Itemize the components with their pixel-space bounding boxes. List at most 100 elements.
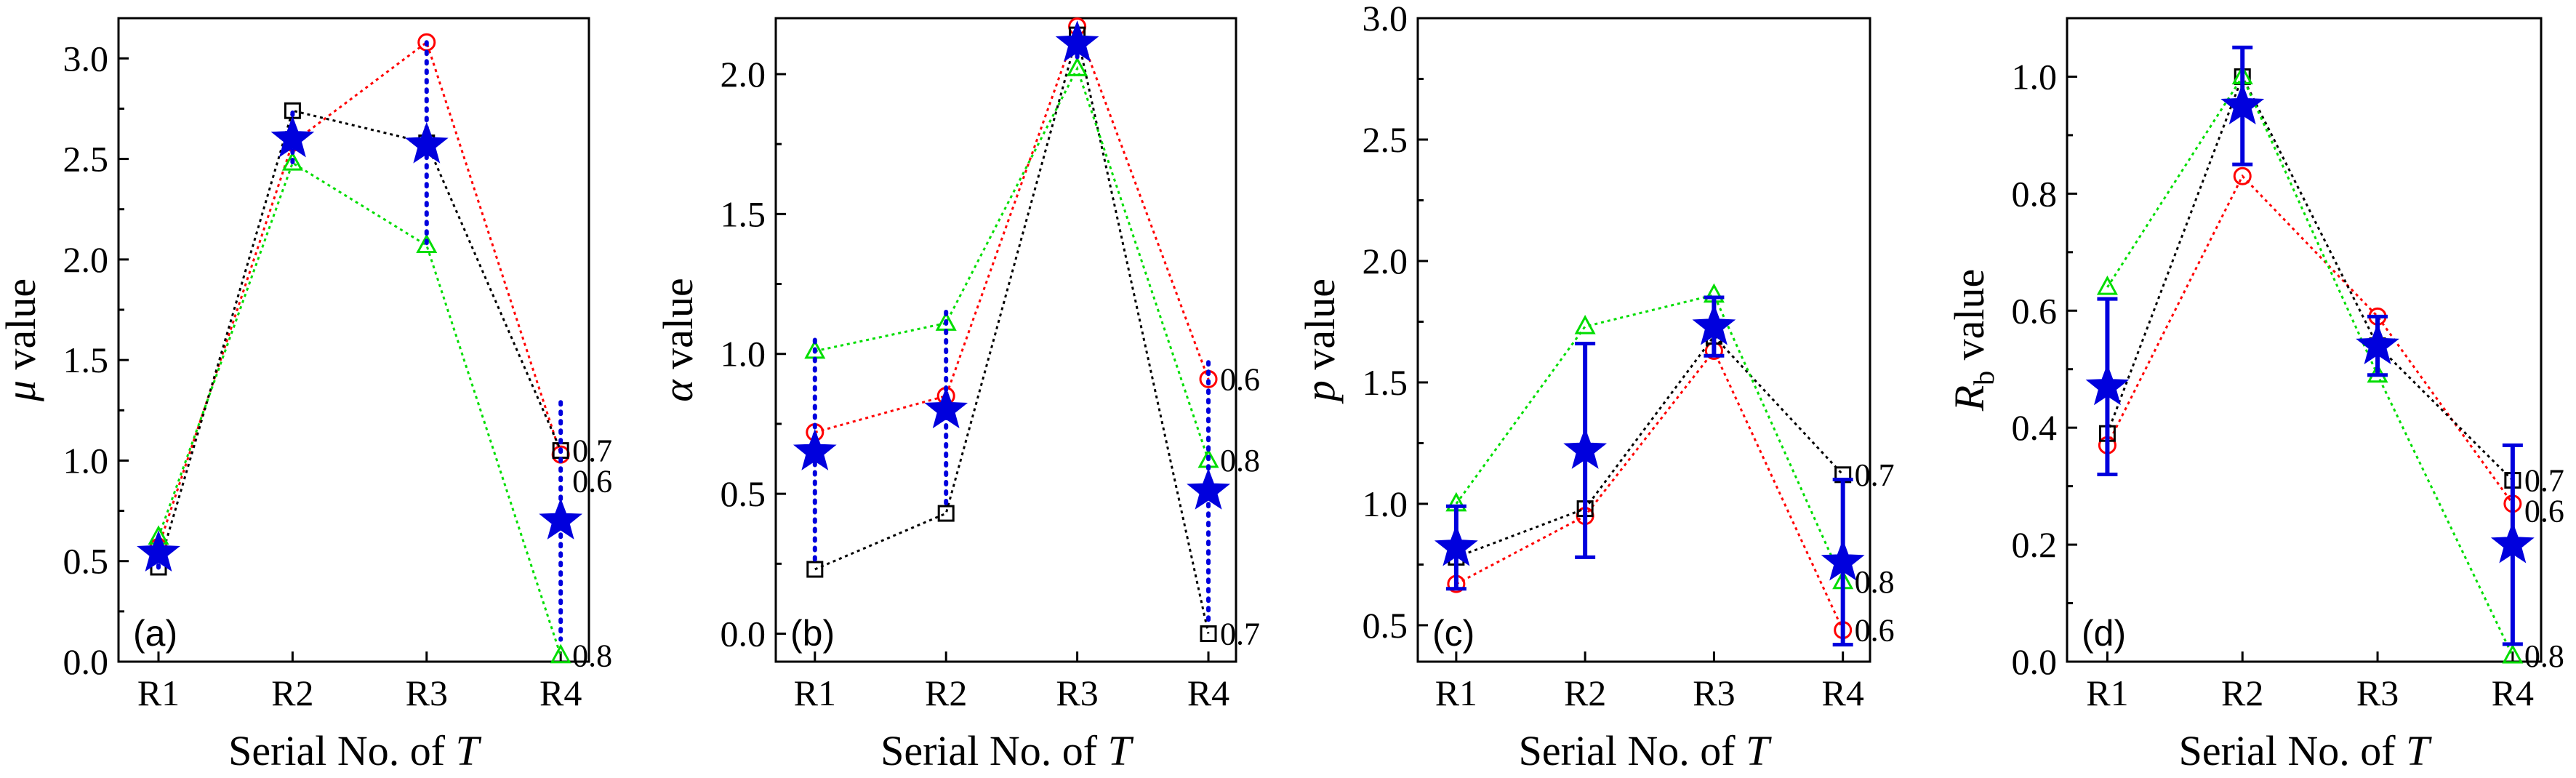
mean-star [1055, 20, 1099, 63]
y-tick-label: 0.0 [63, 641, 109, 682]
mean-star [2356, 323, 2399, 364]
y-axis-title: Rb value [1946, 269, 2000, 412]
x-axis-title: Serial No. of T [228, 727, 482, 774]
point-0.6 [2233, 167, 2252, 185]
mean-star [2085, 364, 2130, 406]
x-axis-title: Serial No. of T [1519, 727, 1773, 774]
mean-star [1434, 524, 1478, 566]
panel-2: 0.0 0.5 1.0 1.5 2.0 R1 R2 R3 R4 Serial No. of T α … [654, 17, 1260, 774]
series-end-label: 0.7 [572, 433, 612, 469]
mean-star [404, 121, 449, 164]
y-tick-label: 3.0 [1363, 0, 1408, 39]
series-line-0.8 [2106, 74, 2514, 657]
y-tick-label: 0.2 [2012, 524, 2058, 565]
series-line-0.6 [2106, 174, 2514, 505]
panel-label: (a) [133, 613, 177, 654]
series-end-label: 0.8 [1220, 443, 1260, 478]
x-tick-label: R4 [1187, 673, 1229, 713]
x-tick-label: R4 [2492, 673, 2534, 713]
x-tick-label: R1 [137, 673, 180, 713]
panel-label: (d) [2082, 613, 2126, 654]
mean-star [1187, 468, 1230, 510]
panel-1: 0.0 0.5 1.0 1.5 2.0 2.5 3.0 R1 R2 R3 R4 Serial No. … [0, 17, 612, 774]
x-tick-label: R2 [2221, 673, 2263, 713]
y-tick-label: 1.0 [2012, 56, 2058, 97]
mean-star [1821, 539, 1865, 581]
series-line-0.7 [2106, 73, 2513, 481]
y-tick-label: 0.0 [721, 614, 766, 654]
series-line-0.8 [157, 161, 562, 657]
y-tick-label: 0.5 [1363, 605, 1408, 646]
y-tick-label: 1.0 [721, 334, 766, 374]
x-tick-label: R1 [794, 673, 836, 713]
series-end-label: 0.8 [572, 638, 612, 674]
plot-frame [774, 17, 1237, 663]
x-axis-title: Serial No. of T [2179, 727, 2433, 774]
panel-label: (c) [1432, 613, 1474, 654]
y-tick-label: 0.5 [721, 473, 766, 514]
point-0.8 [2096, 275, 2118, 295]
point-0.8 [1067, 57, 1088, 76]
series-line-0.7 [157, 109, 562, 568]
x-tick-label: R2 [1564, 673, 1606, 713]
y-tick-label: 1.0 [63, 440, 109, 481]
series-line-0.6 [1456, 348, 1845, 631]
y-tick-label: 2.0 [1363, 241, 1408, 281]
point-0.8 [1574, 314, 1596, 334]
y-tick-label: 3.0 [63, 38, 109, 79]
y-tick-label: 0.8 [2012, 173, 2058, 214]
series-line-0.7 [1456, 334, 1844, 558]
point-0.7 [937, 505, 955, 522]
y-tick-label: 0.5 [63, 541, 109, 582]
series-end-label: 0.6 [572, 464, 612, 500]
series-end-label: 0.6 [1855, 613, 1895, 649]
y-tick-label: 1.5 [721, 193, 766, 234]
point-0.7 [1200, 625, 1217, 643]
point-0.8 [550, 643, 571, 664]
mean-star [539, 497, 583, 540]
panel-4: 0.0 0.2 0.4 0.6 0.8 1.0 R1 R2 R3 R4 Serial No. of … [1946, 17, 2564, 774]
series-end-label: 0.7 [1855, 457, 1895, 493]
point-0.8 [281, 151, 303, 171]
point-0.8 [416, 233, 438, 254]
x-tick-label: R4 [1822, 673, 1864, 713]
x-tick-label: R2 [271, 673, 313, 713]
mean-star [793, 428, 837, 470]
mean-star [924, 387, 968, 429]
mean-star [2490, 521, 2535, 564]
series-end-label: 0.6 [2524, 494, 2564, 529]
point-0.7 [806, 561, 824, 578]
y-tick-label: 1.0 [1363, 484, 1408, 524]
point-0.8 [2502, 643, 2524, 664]
x-tick-label: R3 [2356, 673, 2399, 713]
mean-star [270, 116, 315, 158]
y-axis-title: μ value [0, 278, 44, 402]
mean-star [137, 530, 180, 572]
series-line-0.8 [1455, 293, 1845, 582]
y-tick-label: 0.0 [2012, 641, 2058, 682]
y-tick-label: 0.6 [2012, 290, 2058, 331]
x-tick-label: R3 [406, 673, 448, 713]
mean-star [1692, 303, 1736, 345]
plot-frame [1416, 17, 1871, 663]
plot-frame [2066, 17, 2543, 663]
y-tick-label: 2.5 [1363, 119, 1408, 160]
plot-frame [117, 17, 590, 663]
panel-3: 0.5 1.0 1.5 2.0 2.5 3.0 R1 R2 R3 R4 Serial No. of … [1296, 0, 1895, 774]
series-line-0.6 [814, 23, 1210, 433]
x-tick-label: R4 [539, 673, 582, 713]
y-axis-title: α value [654, 278, 702, 402]
y-tick-label: 1.5 [63, 340, 109, 380]
y-axis-title: p value [1296, 278, 1344, 404]
series-line-0.8 [814, 65, 1210, 461]
mean-star [2220, 83, 2265, 125]
x-tick-label: R3 [1056, 673, 1098, 713]
y-tick-label: 2.5 [63, 139, 109, 180]
y-tick-label: 0.4 [2012, 407, 2058, 448]
series-end-label: 0.7 [2524, 463, 2564, 499]
panel-label: (b) [790, 613, 835, 654]
series-end-label: 0.7 [1220, 617, 1260, 652]
y-tick-label: 2.0 [63, 239, 109, 280]
y-tick-label: 2.0 [721, 54, 766, 95]
series-end-label: 0.8 [2524, 638, 2564, 674]
